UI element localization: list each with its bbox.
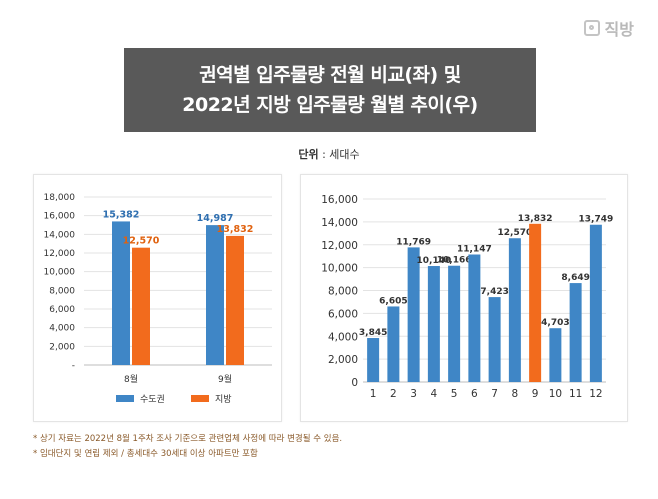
data-label: 14,987: [197, 213, 234, 224]
unit-label: 단위: [298, 148, 319, 161]
data-label: 12,570: [498, 228, 533, 238]
x-tick-label: 1: [370, 388, 377, 400]
y-tick-label: 0: [351, 377, 358, 389]
bar: [589, 224, 602, 382]
data-label: 13,832: [518, 214, 553, 224]
y-tick-label: 16,000: [321, 194, 358, 206]
footnote-2: * 임대단지 및 연립 제외 / 총세대수 30세대 이상 아파트만 포함: [33, 449, 258, 459]
unit-separator: :: [318, 148, 330, 161]
bar: [387, 306, 400, 382]
title-line-2: 2022년 지방 입주물량 월별 추이(우): [182, 94, 478, 116]
bar: [206, 225, 224, 365]
x-tick-label: 9월: [218, 373, 232, 385]
x-tick-label: 7: [491, 388, 498, 400]
right-chart-panel: 0 2,000 4,000 6,000 8,000 10,000 12,000 14,000 1…: [300, 174, 628, 422]
legend-label: 지방: [215, 394, 232, 405]
y-tick-label: 6,000: [328, 308, 358, 320]
x-tick-label: 12: [589, 388, 602, 400]
y-tick-label: -: [72, 361, 75, 371]
y-tick-label: 10,000: [44, 268, 76, 278]
data-label: 15,382: [103, 209, 140, 220]
bar: [427, 266, 440, 382]
data-label: 12,570: [123, 236, 160, 247]
bar: [132, 247, 150, 365]
data-label: 6,605: [379, 296, 407, 306]
x-tick-label: 6: [471, 388, 478, 400]
title-box: 권역별 입주물량 전월 비교(좌) 및 2022년 지방 입주물량 월별 추이(…: [124, 48, 536, 132]
bar: [488, 297, 501, 382]
bar: [529, 223, 542, 382]
y-tick-label: 14,000: [44, 230, 76, 240]
zigbang-logo-icon: [583, 20, 600, 36]
legend-label: 수도권: [140, 393, 165, 405]
data-label: 7,423: [480, 287, 508, 297]
unit-value: 세대수: [329, 148, 360, 161]
bar: [508, 238, 521, 382]
monthly-trend-chart: 0 2,000 4,000 6,000 8,000 10,000 12,000 14,000 1…: [321, 194, 614, 400]
y-tick-label: 18,000: [44, 193, 76, 203]
y-tick-label: 16,000: [44, 212, 76, 222]
title-line-1: 권역별 입주물량 전월 비교(좌) 및: [199, 64, 461, 86]
bar: [569, 283, 582, 382]
x-tick-label: 11: [569, 388, 582, 400]
bar: [468, 254, 481, 382]
data-label: 4,703: [541, 318, 569, 328]
bar: [112, 221, 130, 365]
bar: [367, 338, 380, 382]
bar: [448, 265, 461, 382]
data-label: 8,649: [561, 273, 589, 283]
y-tick-label: 8,000: [49, 286, 75, 296]
bar: [549, 328, 562, 382]
data-label: 10,166: [437, 256, 472, 266]
y-tick-label: 4,000: [328, 331, 358, 343]
brand-name: 직방: [604, 20, 634, 39]
data-label: 3,845: [359, 328, 387, 338]
brand-logo: 직방: [583, 16, 634, 40]
legend-swatch: [191, 395, 209, 402]
data-label: 11,147: [457, 245, 492, 255]
bar: [407, 247, 420, 382]
y-tick-label: 12,000: [44, 249, 76, 259]
y-tick-label: 2,000: [49, 342, 75, 352]
x-tick-label: 10: [549, 388, 562, 400]
data-label: 13,749: [579, 215, 614, 225]
x-tick-label: 9: [532, 388, 539, 400]
x-tick-label: 2: [390, 388, 397, 400]
y-tick-label: 12,000: [321, 240, 358, 252]
y-tick-label: 2,000: [328, 354, 358, 366]
y-tick-label: 4,000: [49, 324, 75, 334]
data-label: 13,832: [217, 224, 254, 235]
legend-swatch: [116, 395, 134, 402]
x-tick-label: 5: [451, 388, 458, 400]
x-tick-label: 8월: [124, 373, 138, 385]
y-tick-label: 14,000: [321, 217, 358, 229]
x-tick-label: 4: [431, 388, 438, 400]
data-label: 11,769: [396, 237, 431, 247]
data-label: 10,140: [417, 256, 452, 266]
unit-caption: 단위 : 세대수: [0, 146, 658, 162]
bar: [226, 235, 244, 365]
x-tick-label: 3: [410, 388, 417, 400]
footnote-1: * 상기 자료는 2022년 8월 1주차 조사 기준으로 관련업체 사정에 따…: [33, 434, 343, 444]
left-chart-panel: - 2,000 4,000 6,000 8,000 10,000 12,000 14,000 1…: [33, 174, 282, 422]
y-tick-label: 6,000: [49, 305, 75, 315]
x-tick-label: 8: [512, 388, 519, 400]
regional-comparison-chart: - 2,000 4,000 6,000 8,000 10,000 12,000 14,000 1…: [44, 193, 272, 405]
y-tick-label: 8,000: [328, 286, 358, 298]
y-tick-label: 10,000: [321, 263, 358, 275]
